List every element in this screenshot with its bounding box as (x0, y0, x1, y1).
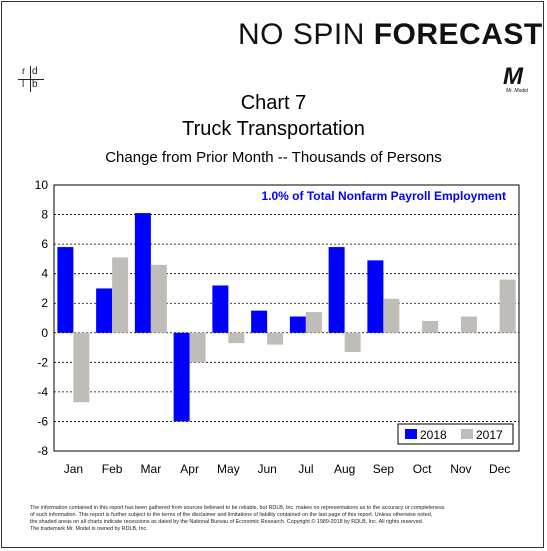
y-tick-label: -8 (37, 444, 48, 458)
bar-2017-sep (383, 298, 400, 333)
bar-2017-may (228, 332, 245, 344)
x-tick-label: Sep (373, 462, 395, 476)
x-tick-label: Aug (334, 462, 355, 476)
brand-forecast: FORECAST (373, 18, 543, 51)
rdlb-letter-b: b (32, 79, 38, 90)
legend-box (397, 423, 514, 445)
bar-2017-oct (422, 320, 439, 333)
y-tick-label: -2 (37, 355, 48, 369)
brand-title: NO SPIN FORECAST (238, 18, 542, 58)
bar-2017-dec (499, 279, 516, 333)
bar-2017-aug (344, 332, 361, 352)
rdlb-letter-l: l (22, 79, 25, 90)
bar-2017-apr (189, 332, 206, 363)
bar-2018-mar (134, 213, 151, 333)
bar-2017-feb (112, 257, 129, 333)
bar-2017-mar (150, 264, 167, 333)
disclaimer: The information contained in this report… (30, 505, 530, 533)
x-tick-label: May (217, 462, 240, 476)
bar-2018-may (212, 285, 229, 333)
bar-2018-sep (367, 260, 384, 333)
legend-swatch-2018 (405, 429, 417, 439)
y-tick-label: 0 (41, 326, 48, 340)
legend-label-2018: 2018 (420, 428, 447, 442)
x-tick-label: Jan (64, 462, 83, 476)
bar-2018-aug (328, 247, 345, 333)
chart-annotation: 1.0% of Total Nonfarm Payroll Employment (262, 189, 507, 203)
plot-area (53, 184, 520, 452)
bar-2018-jun (251, 310, 268, 333)
bar-2018-jul (289, 316, 306, 333)
y-tick-label: 10 (35, 178, 49, 192)
x-tick-label: Feb (102, 462, 123, 476)
y-tick-label: 8 (41, 208, 48, 222)
x-tick-labels: Jan Feb Mar Apr May Jun Jul Aug Sep Oct Nov Dec (64, 462, 511, 476)
y-tick-labels: 10 8 6 4 2 0 -2 -4 -6 -8 (35, 178, 49, 458)
chart-subtitle: Truck Transportation (182, 118, 365, 140)
bar-2017-jun (267, 332, 284, 345)
chart-title: Chart 7 (240, 92, 307, 114)
bar-2018-feb (96, 288, 113, 333)
mr-model-caption: Mr. Model (506, 88, 529, 94)
x-tick-label: Dec (489, 462, 510, 476)
disclaimer-line: of such information. This report is furt… (30, 512, 433, 518)
chart-ylabel: Change from Prior Month -- Thousands of … (105, 149, 442, 166)
x-tick-label: Apr (180, 462, 199, 476)
brand-no-spin: NO SPIN (238, 18, 374, 51)
bar-2017-jul (305, 312, 322, 333)
x-tick-label: Oct (413, 462, 432, 476)
bar-2017-jan (73, 332, 90, 403)
x-tick-label: Jul (298, 462, 313, 476)
legend: 2018 2017 (397, 423, 514, 445)
rdlb-letter-d: d (32, 66, 38, 77)
x-tick-label: Nov (450, 462, 471, 476)
y-tick-label: 6 (41, 237, 48, 251)
mr-model-logo: M Mr. Model (500, 62, 532, 94)
disclaimer-line: the shaded areas on all charts indicate … (30, 519, 424, 525)
legend-swatch-2017 (461, 429, 473, 439)
rdlb-letter-r: r (22, 66, 26, 77)
mr-model-mark: M (503, 63, 524, 90)
bar-2017-nov (460, 316, 477, 333)
disclaimer-line: The information contained in this report… (30, 505, 445, 511)
bar-2018-jan (57, 247, 74, 333)
y-tick-label: -6 (37, 414, 48, 428)
rdlb-logo: r d l b (18, 66, 44, 94)
y-tick-label: 2 (41, 296, 48, 310)
y-tick-label: 4 (41, 267, 48, 281)
x-tick-label: Jun (257, 462, 276, 476)
legend-label-2017: 2017 (476, 428, 503, 442)
bar-2018-apr (173, 332, 190, 422)
x-tick-label: Mar (141, 462, 162, 476)
disclaimer-line: The trademark Mr. Model is owned by RDLB… (30, 526, 148, 532)
grid-lines (54, 214, 519, 422)
y-tick-label: -4 (37, 385, 48, 399)
bars (57, 213, 516, 422)
